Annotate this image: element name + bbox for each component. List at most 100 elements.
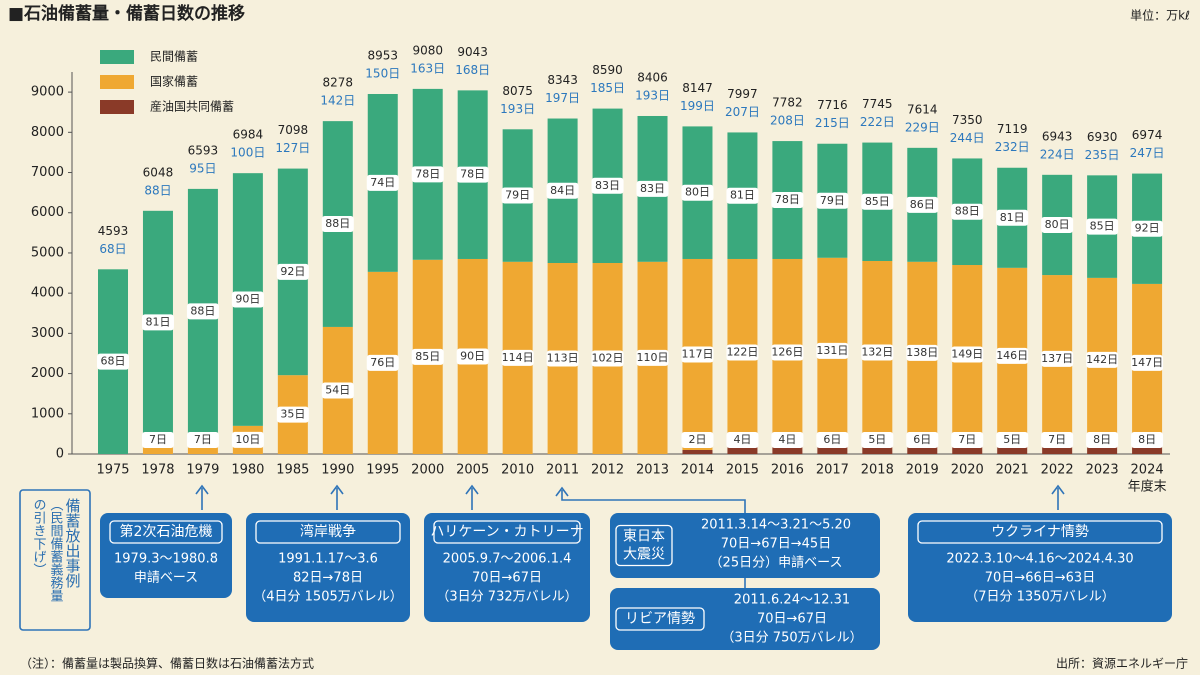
data-label: 68日 [101,355,126,368]
legend-swatch [100,50,134,64]
connectors [19,484,1065,631]
data-label: 6日 [913,433,931,446]
data-label: 117日 [681,347,713,360]
total-label: 6048 [143,165,174,179]
total-label: 7350 [952,113,983,127]
total-label: 7745 [862,97,893,111]
label-bg [411,166,444,183]
data-label: 80日 [1045,218,1070,231]
total-label: 7782 [772,96,803,110]
label-bg [186,303,219,320]
data-label: 4日 [733,433,751,446]
label-bg [456,166,489,183]
label-bg [906,432,939,448]
data-label: 102日 [592,352,624,365]
label-bg [1086,351,1119,368]
label-bg [681,184,714,201]
label-bg [141,314,174,331]
data-label: 7日 [194,433,212,446]
side-label: 備蓄放出事例 [64,498,82,589]
data-label: 88日 [325,217,350,230]
side-box [19,489,91,631]
total-days: 68日 [99,242,126,256]
x-tick-label: 2023 [1086,463,1119,478]
label-bg [816,432,849,448]
data-label: 88日 [955,205,980,218]
data-label: 85日 [865,195,890,208]
label-bg [726,432,759,448]
total-days: 127日 [275,141,310,155]
total-days: 222日 [860,115,895,129]
total-days: 95日 [189,161,216,175]
x-tick-label: 1979 [186,463,219,478]
annotation-line: （7日分 1350万バレル） [965,590,1115,605]
total-days: 247日 [1130,146,1165,160]
data-label: 4日 [778,433,796,446]
data-label: 86日 [910,198,935,211]
total-days: 197日 [545,91,580,105]
annotation-line: （25日分）申請ベース [710,556,843,571]
annotation-title-box [433,520,581,544]
total-days: 193日 [500,102,535,116]
label-bg [996,209,1029,226]
label-bg [1041,432,1074,448]
bar-segment [772,445,803,454]
annotation-box [610,513,880,578]
annotation-line: 70日→67日 [757,612,827,627]
bar-segment [862,443,893,454]
y-tick-label: 3000 [31,326,64,341]
data-label: 92日 [1135,222,1160,235]
label-bg [906,196,939,213]
annotation-line: 申請ベース [134,571,198,586]
total-days: 208日 [770,114,805,128]
y-tick-label: 8000 [31,125,64,140]
label-bg [1086,218,1119,235]
data-label: 85日 [415,350,440,363]
data-label: 5日 [1003,433,1021,446]
y-tick-label: 2000 [31,366,64,381]
data-label: 81日 [145,315,170,328]
label-bg [1041,216,1074,233]
data-label: 146日 [996,349,1028,362]
x-tick-label: 2000 [411,463,444,478]
x-tick-label: 1995 [366,463,399,478]
total-days: 235日 [1085,148,1120,162]
label-bg [726,344,759,361]
annotation-box [610,588,880,650]
label-bg [231,291,264,308]
chart-title: ■石油備蓄量・備蓄日数の推移 [8,3,245,24]
data-label: 35日 [280,408,305,421]
x-tick-label: 2017 [816,463,849,478]
legend-swatch [100,75,134,89]
total-label: 8343 [547,73,578,87]
data-label: 132日 [861,345,893,358]
annotation-line: 2011.6.24～12.31 [734,593,850,608]
annotation-title-box [615,524,673,567]
annotation-line: 70日→67日→45日 [721,537,831,552]
label-bg [366,354,399,371]
data-label: 88日 [190,304,215,317]
label-bg [996,347,1029,364]
x-tick-label: 1980 [231,463,264,478]
x-tick-label: 2005 [456,463,489,478]
legend-label: 国家備蓄 [150,74,198,89]
annotation-box [424,513,590,622]
label-bg [501,349,534,366]
data-label: 81日 [1000,211,1025,224]
label-bg [771,432,804,448]
data-label: 78日 [415,167,440,180]
annotation-title: リビア情勢 [625,611,695,627]
bar-segment [682,449,713,454]
data-label: 7日 [149,433,167,446]
total-label: 9043 [457,45,488,59]
annotation-line: 70日→67日 [472,571,542,586]
annotation-title: 東日本 [623,529,665,545]
total-label: 7997 [727,87,758,101]
data-label: 79日 [505,189,530,202]
x-suffix: 年度末 [1128,479,1167,495]
total-days: 185日 [590,81,625,95]
annotation-box [246,513,410,622]
data-label: 74日 [370,176,395,189]
data-label: 90日 [235,293,260,306]
data-label: 78日 [460,168,485,181]
